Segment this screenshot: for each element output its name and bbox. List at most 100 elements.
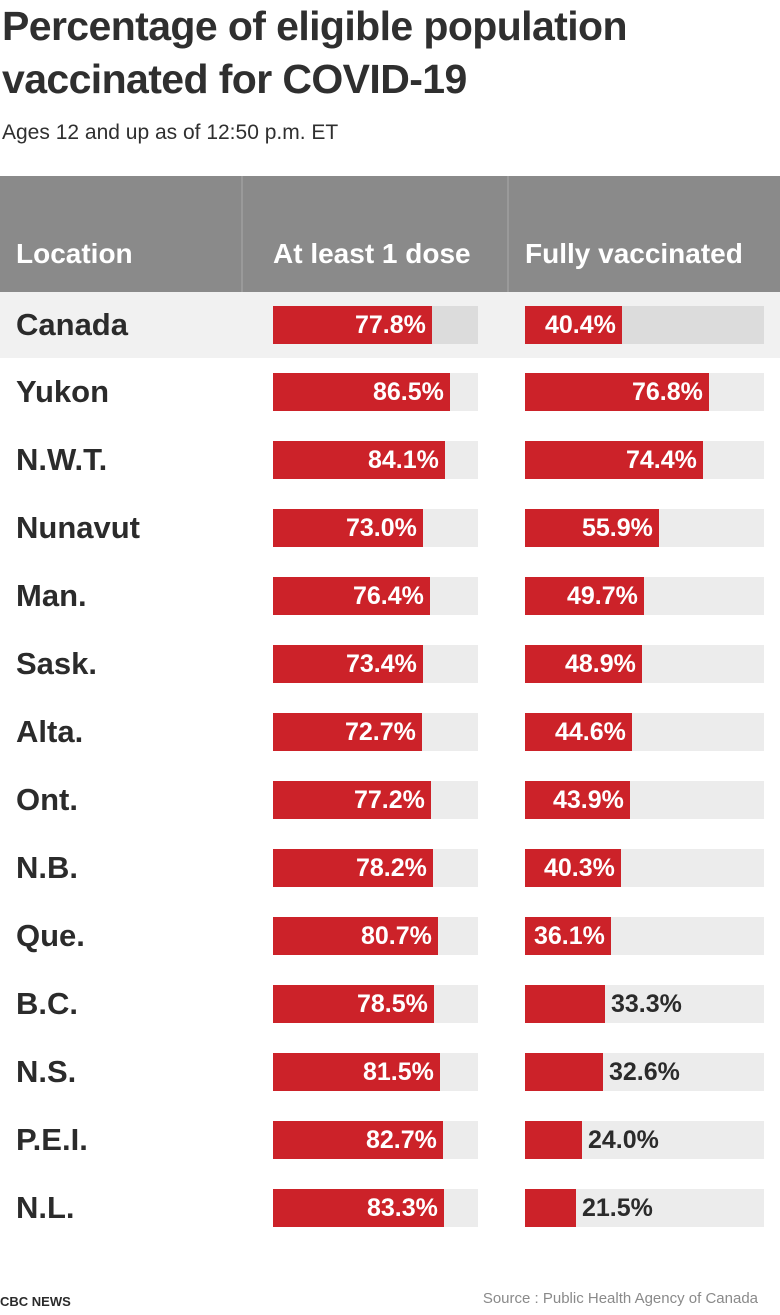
location-name: N.W.T. bbox=[16, 442, 108, 477]
dose-bar bbox=[273, 577, 430, 615]
dose-bar-track: 83.3% bbox=[273, 1189, 478, 1227]
location-name: N.L. bbox=[16, 1190, 75, 1225]
full-value-label: 33.3% bbox=[611, 990, 682, 1018]
dose-value-label: 83.3% bbox=[367, 1194, 438, 1222]
dose-value-label: 73.0% bbox=[346, 514, 417, 542]
header-divider bbox=[507, 176, 509, 292]
dose-bar-track: 78.5% bbox=[273, 985, 478, 1023]
dose-value-label: 80.7% bbox=[361, 922, 432, 950]
table-row: Alta. 72.7% 44.6% bbox=[0, 698, 780, 766]
dose-bar bbox=[273, 509, 423, 547]
header-divider bbox=[241, 176, 243, 292]
dose-value-label: 86.5% bbox=[373, 378, 444, 406]
full-bar-track: 55.9% bbox=[525, 509, 764, 547]
dose-bar bbox=[273, 1053, 440, 1091]
full-bar bbox=[525, 1121, 582, 1159]
full-value-label: 21.5% bbox=[582, 1194, 653, 1222]
chart-title: Percentage of eligible population vaccin… bbox=[2, 3, 627, 102]
location-name: N.B. bbox=[16, 850, 78, 885]
table-row: N.L. 83.3% 21.5% bbox=[0, 1174, 780, 1242]
full-bar-track: 44.6% bbox=[525, 713, 764, 751]
dose-value-label: 78.2% bbox=[356, 854, 427, 882]
dose-bar-track: 77.8% bbox=[273, 306, 478, 344]
dose-bar bbox=[273, 985, 434, 1023]
full-bar bbox=[525, 985, 605, 1023]
full-bar-track: 33.3% bbox=[525, 985, 764, 1023]
full-bar bbox=[525, 645, 642, 683]
location-name: Ont. bbox=[16, 782, 78, 817]
dose-bar-track: 72.7% bbox=[273, 713, 478, 751]
dose-bar bbox=[273, 373, 450, 411]
table-header: Location At least 1 dose Fully vaccinate… bbox=[0, 176, 780, 292]
dose-bar-track: 80.7% bbox=[273, 917, 478, 955]
dose-value-label: 82.7% bbox=[366, 1126, 437, 1154]
location-name: Yukon bbox=[16, 374, 110, 409]
dose-value-label: 78.5% bbox=[357, 990, 428, 1018]
dose-value-label: 84.1% bbox=[368, 446, 439, 474]
location-name: Que. bbox=[16, 918, 85, 953]
full-bar bbox=[525, 1189, 576, 1227]
dose-bar-track: 82.7% bbox=[273, 1121, 478, 1159]
location-name: Sask. bbox=[16, 646, 98, 681]
full-value-label: 74.4% bbox=[626, 446, 697, 474]
table-row: B.C. 78.5% 33.3% bbox=[0, 970, 780, 1038]
table-row: P.E.I. 82.7% 24.0% bbox=[0, 1106, 780, 1174]
table-row: N.W.T. 84.1% 74.4% bbox=[0, 426, 780, 494]
full-value-label: 55.9% bbox=[582, 514, 653, 542]
full-value-label: 48.9% bbox=[565, 650, 636, 678]
full-bar-track: 74.4% bbox=[525, 441, 764, 479]
full-value-label: 76.8% bbox=[632, 378, 703, 406]
table-row: Nunavut 73.0% 55.9% bbox=[0, 494, 780, 562]
header-dose: At least 1 dose bbox=[273, 238, 471, 269]
dose-bar bbox=[273, 1121, 443, 1159]
dose-value-label: 73.4% bbox=[346, 650, 417, 678]
dose-bar-track: 76.4% bbox=[273, 577, 478, 615]
dose-bar bbox=[273, 306, 432, 344]
full-bar bbox=[525, 1053, 603, 1091]
full-bar-track: 21.5% bbox=[525, 1189, 764, 1227]
dose-bar bbox=[273, 441, 445, 479]
full-bar-track: 24.0% bbox=[525, 1121, 764, 1159]
full-bar-track: 49.7% bbox=[525, 577, 764, 615]
dose-value-label: 72.7% bbox=[345, 718, 416, 746]
full-value-label: 36.1% bbox=[534, 922, 605, 950]
full-bar-track: 48.9% bbox=[525, 645, 764, 683]
table-body: Canada 77.8% 40.4% Yukon 86.5% 76.8% N.W.T. 84.… bbox=[0, 292, 780, 1242]
full-value-label: 40.3% bbox=[544, 854, 615, 882]
full-bar bbox=[525, 781, 630, 819]
dose-bar bbox=[273, 645, 423, 683]
header-full: Fully vaccinated bbox=[525, 238, 743, 269]
full-bar-track: 76.8% bbox=[525, 373, 764, 411]
chart-subtitle: Ages 12 and up as of 12:50 p.m. ET bbox=[2, 121, 339, 144]
full-bar bbox=[525, 713, 632, 751]
full-value-label: 32.6% bbox=[609, 1058, 680, 1086]
table-row: Man. 76.4% 49.7% bbox=[0, 562, 780, 630]
dose-bar-track: 78.2% bbox=[273, 849, 478, 887]
dose-bar bbox=[273, 1189, 444, 1227]
full-value-label: 40.4% bbox=[545, 311, 616, 339]
dose-bar-track: 86.5% bbox=[273, 373, 478, 411]
location-name: Alta. bbox=[16, 714, 84, 749]
full-bar bbox=[525, 577, 644, 615]
full-bar-track: 36.1% bbox=[525, 917, 764, 955]
full-bar-track: 43.9% bbox=[525, 781, 764, 819]
brand-logo-text: CBC NEWS bbox=[0, 1294, 71, 1309]
dose-bar-track: 73.4% bbox=[273, 645, 478, 683]
dose-bar-track: 81.5% bbox=[273, 1053, 478, 1091]
dose-value-label: 76.4% bbox=[353, 582, 424, 610]
vaccination-table: Location At least 1 dose Fully vaccinate… bbox=[0, 176, 780, 1242]
full-value-label: 44.6% bbox=[555, 718, 626, 746]
full-bar bbox=[525, 509, 659, 547]
dose-bar bbox=[273, 713, 422, 751]
location-name: B.C. bbox=[16, 986, 78, 1021]
full-bar-track: 32.6% bbox=[525, 1053, 764, 1091]
dose-value-label: 81.5% bbox=[363, 1058, 434, 1086]
dose-value-label: 77.8% bbox=[355, 311, 426, 339]
location-name: Man. bbox=[16, 578, 87, 613]
dose-bar-track: 77.2% bbox=[273, 781, 478, 819]
location-name: Nunavut bbox=[16, 510, 140, 545]
header-location: Location bbox=[16, 238, 133, 269]
location-name: Canada bbox=[16, 307, 128, 342]
dose-bar bbox=[273, 781, 431, 819]
location-name: P.E.I. bbox=[16, 1122, 88, 1157]
